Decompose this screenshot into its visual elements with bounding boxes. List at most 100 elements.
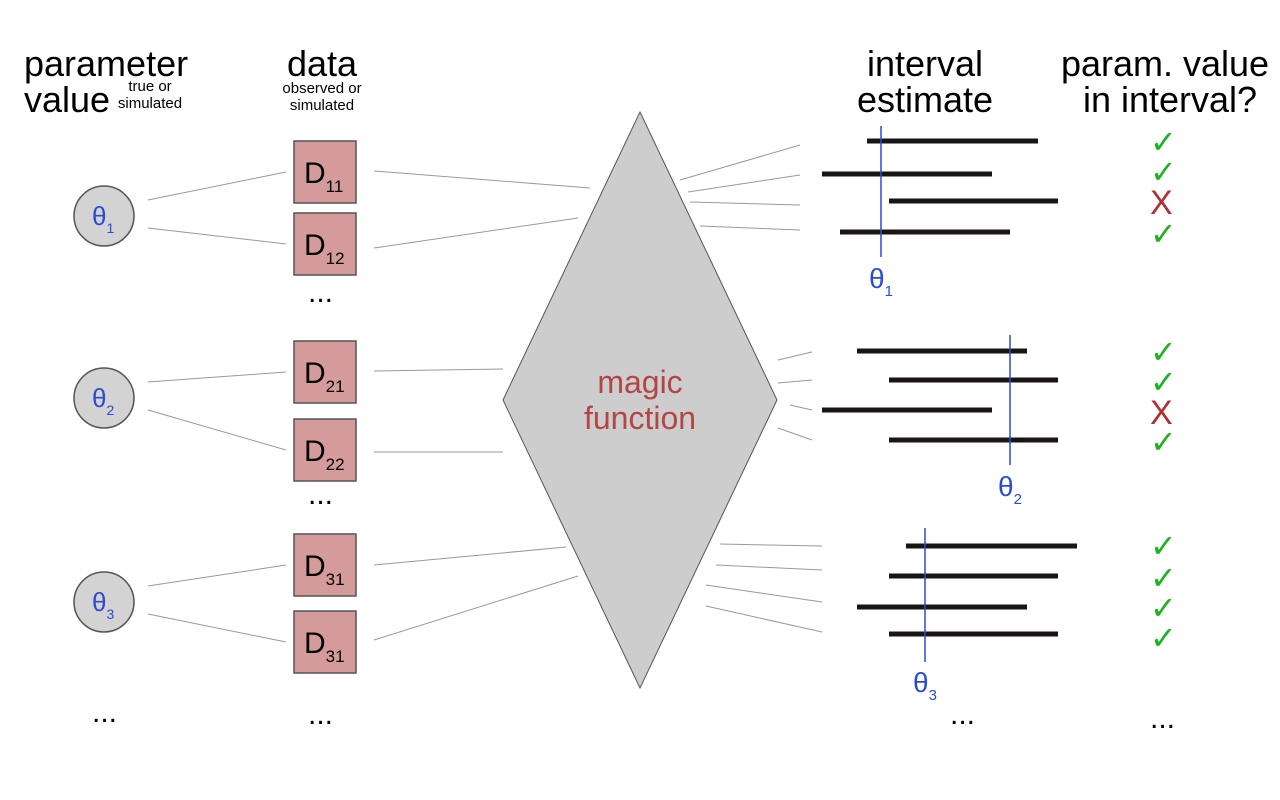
data-box — [293, 140, 357, 204]
connector-line — [719, 543, 823, 547]
param-header-note-line2: simulated — [117, 95, 183, 112]
data-box — [293, 533, 357, 597]
data-box-label-subscript: 31 — [326, 647, 345, 666]
parameter-circle — [73, 571, 135, 633]
data-box-label: D31 — [304, 550, 345, 589]
data-box-label-symbol: D — [304, 157, 326, 190]
ellipsis-params: ... — [92, 696, 118, 729]
true-parameter-label-subscript: 1 — [885, 283, 893, 300]
connector-line — [147, 371, 287, 383]
connector-line — [147, 613, 287, 643]
ellipsis-data-2: ... — [308, 478, 334, 511]
connector-line — [147, 227, 287, 245]
check-icon: ✓ — [1150, 528, 1177, 564]
ellipsis-checks: ... — [1150, 702, 1176, 735]
check-icon: ✓ — [1150, 334, 1177, 370]
parameter-theta-label-symbol: θ — [92, 383, 106, 413]
data-box-label-symbol: D — [304, 627, 326, 660]
parameter-theta-label-symbol: θ — [92, 201, 106, 231]
check-icon: ✓ — [1150, 154, 1177, 190]
ellipsis-data-3: ... — [308, 698, 334, 731]
parameter-theta-label: θ2 — [92, 383, 114, 418]
connector-line — [147, 564, 287, 587]
data-box-label-symbol: D — [304, 435, 326, 468]
true-parameter-label-subscript: 3 — [929, 687, 937, 704]
interval-header-line2: estimate — [856, 79, 994, 120]
data-box — [293, 610, 357, 674]
connector-line — [777, 427, 813, 441]
magic-function-label-line2: function — [583, 400, 697, 436]
parameter-theta-label: θ1 — [92, 201, 114, 236]
data-box-label-subscript: 21 — [326, 377, 345, 396]
param-header-line2: value — [24, 79, 111, 120]
connector-line — [789, 404, 813, 411]
data-box-label: D12 — [304, 229, 345, 268]
data-box-label-subscript: 12 — [326, 249, 345, 268]
data-box-label: D11 — [304, 157, 343, 196]
data-box-label: D31 — [304, 627, 345, 666]
cross-icon: X — [1150, 394, 1173, 432]
param-header-note-line1: true or — [128, 78, 172, 95]
data-box-label: D21 — [304, 357, 345, 396]
ellipsis-data-1: ... — [308, 276, 334, 309]
parameter-theta-label: θ3 — [92, 587, 114, 622]
cross-icon: X — [1150, 184, 1173, 222]
check-icon: ✓ — [1150, 216, 1177, 252]
connector-line — [699, 225, 801, 231]
true-parameter-label-subscript: 2 — [1014, 491, 1022, 508]
connector-line — [777, 351, 813, 361]
magic-function-label-line1: magic — [597, 364, 683, 400]
data-box-label-symbol: D — [304, 357, 326, 390]
data-box — [293, 212, 357, 276]
data-header-note-line1: observed or — [282, 80, 362, 97]
connector-line — [147, 409, 287, 451]
data-box — [293, 340, 357, 404]
connector-line — [689, 201, 801, 206]
check-icon: ✓ — [1150, 364, 1177, 400]
magic-function-diamond — [502, 110, 778, 690]
parameter-theta-label-subscript: 2 — [106, 402, 114, 418]
true-parameter-label-symbol: θ — [998, 471, 1014, 502]
parameter-theta-label-subscript: 3 — [106, 606, 114, 622]
connector-line — [147, 171, 287, 201]
connector-line — [373, 170, 591, 189]
connector-line — [715, 564, 823, 571]
interval-header-line1: interval — [866, 43, 984, 84]
check-header-line1: param. value — [1060, 43, 1270, 84]
connector-line — [373, 546, 567, 566]
data-header-note-line2: simulated — [289, 97, 355, 114]
data-box-label-subscript: 22 — [326, 455, 345, 474]
parameter-circle — [73, 367, 135, 429]
data-box-label-symbol: D — [304, 550, 326, 583]
data-box-label-subscript: 11 — [326, 177, 344, 196]
true-parameter-label: θ3 — [913, 667, 937, 704]
parameter-theta-label-symbol: θ — [92, 587, 106, 617]
connector-line — [705, 605, 823, 633]
parameter-theta-label-subscript: 1 — [106, 220, 114, 236]
data-box — [293, 418, 357, 482]
check-icon: ✓ — [1150, 590, 1177, 626]
check-icon: ✓ — [1150, 124, 1177, 160]
data-box-label-symbol: D — [304, 229, 326, 262]
data-box-label-subscript: 31 — [326, 570, 345, 589]
connector-line — [373, 217, 579, 249]
parameter-circle — [73, 185, 135, 247]
connector-line — [373, 575, 579, 641]
ellipsis-intervals: ... — [950, 698, 976, 731]
true-parameter-label-symbol: θ — [869, 263, 885, 294]
data-header: data — [286, 43, 358, 84]
check-icon: ✓ — [1150, 620, 1177, 656]
check-header-line2: in interval? — [1082, 79, 1258, 120]
check-icon: ✓ — [1150, 560, 1177, 596]
connector-line — [687, 174, 801, 193]
connector-line — [373, 368, 504, 372]
data-box-label: D22 — [304, 435, 345, 474]
connector-line — [679, 144, 801, 181]
connector-line — [705, 584, 823, 603]
param-header-line1: parameter — [24, 43, 189, 84]
true-parameter-label: θ2 — [998, 471, 1022, 508]
connector-line — [777, 379, 813, 384]
true-parameter-label-symbol: θ — [913, 667, 929, 698]
